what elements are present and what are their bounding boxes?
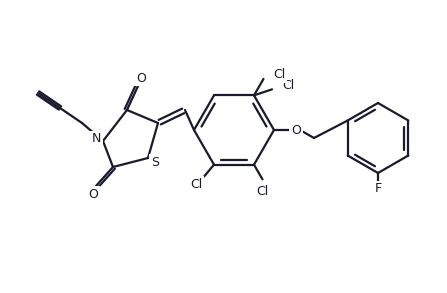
Text: F: F (375, 183, 382, 195)
Text: S: S (151, 156, 159, 168)
Text: N: N (91, 132, 101, 146)
Text: Cl: Cl (282, 79, 294, 92)
Text: O: O (88, 188, 98, 200)
Text: Cl: Cl (273, 68, 285, 81)
Text: O: O (136, 71, 146, 84)
Text: Cl: Cl (256, 185, 268, 198)
Text: Cl: Cl (190, 178, 202, 191)
Text: O: O (291, 124, 301, 137)
